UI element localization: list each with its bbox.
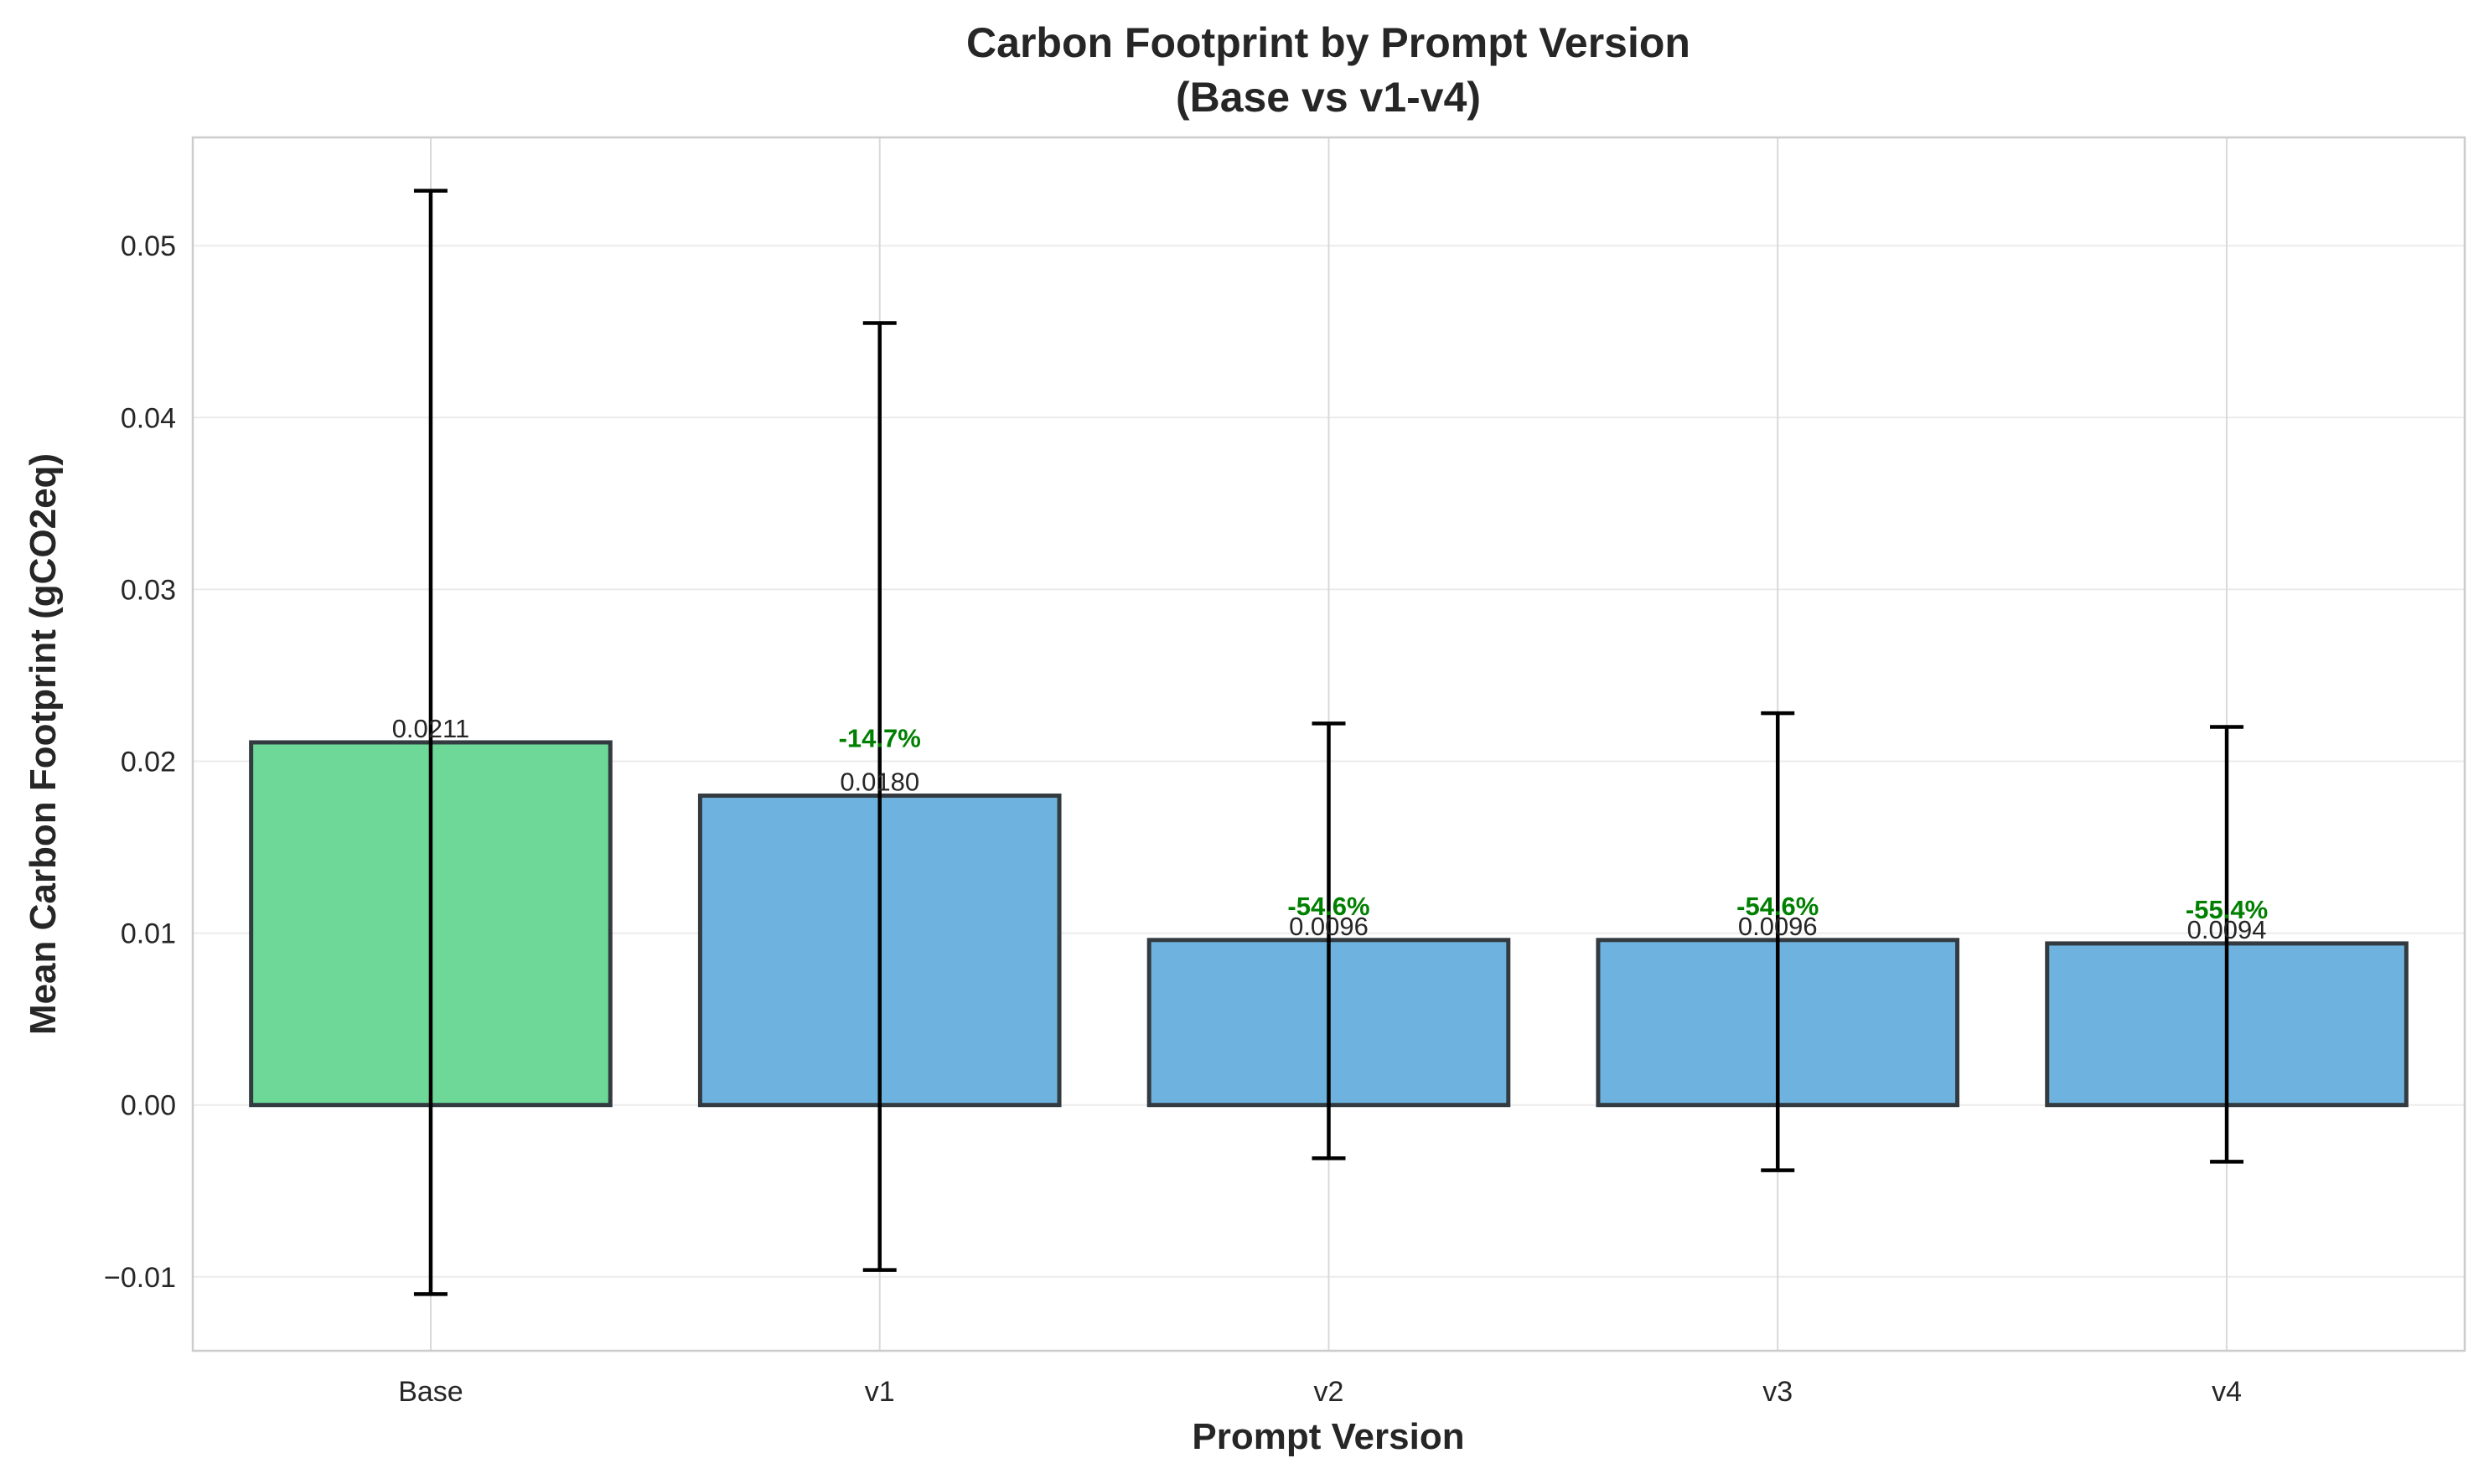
value-label: 0.0096 (1289, 912, 1369, 941)
x-tick-label: v2 (1314, 1376, 1344, 1408)
x-axis-label: Prompt Version (1192, 1416, 1464, 1457)
value-label: 0.0096 (1738, 912, 1818, 941)
value-label: 0.0211 (392, 714, 470, 743)
plot-frame (191, 136, 2466, 1352)
change-label: -54.6% (1287, 892, 1369, 921)
change-label: -55.4% (2186, 895, 2268, 924)
x-tick-label: v4 (2212, 1376, 2242, 1408)
y-tick-label: 0.01 (121, 918, 176, 950)
y-tick-label: 0.04 (121, 402, 176, 434)
y-axis-label: Mean Carbon Footprint (gCO2eq) (23, 453, 64, 1035)
chart-title: Carbon Footprint by Prompt Version (966, 19, 1690, 66)
chart-subtitle: (Base vs v1-v4) (1176, 74, 1481, 121)
y-tick-label: 0.02 (121, 747, 176, 778)
x-tick-label: v3 (1762, 1376, 1793, 1408)
data-label-layer: 0.02110.0180-14.7%0.0096-54.6%0.0096-54.… (392, 714, 2268, 944)
y-tick-label: 0.05 (121, 230, 176, 262)
error-bar-layer (413, 189, 2244, 1296)
tick-label-layer: −0.01 0.00 0.01 0.02 0.03 0.04 0.05 Base v1 v2 v3 v… (104, 230, 2242, 1408)
x-tick-label: v1 (865, 1376, 895, 1408)
change-label: -54.6% (1736, 892, 1819, 921)
y-tick-label: 0.03 (121, 574, 176, 606)
y-tick-label: 0.00 (121, 1090, 176, 1122)
y-tick-label: −0.01 (104, 1262, 176, 1294)
change-label: -14.7% (839, 724, 921, 753)
x-tick-label: Base (398, 1376, 463, 1408)
value-label: 0.0094 (2187, 915, 2267, 944)
value-label: 0.0180 (840, 768, 919, 797)
